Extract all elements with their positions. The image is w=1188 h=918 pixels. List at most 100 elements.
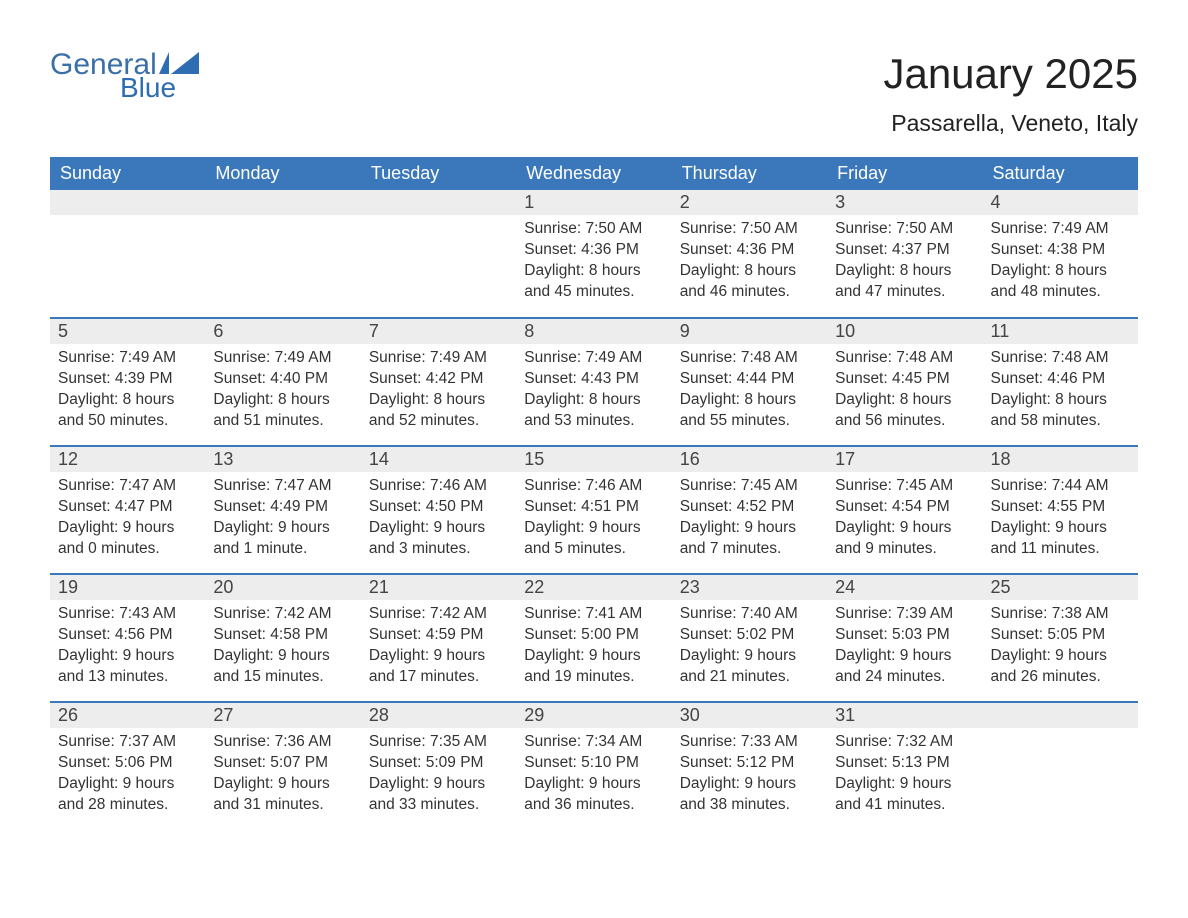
sunset-line: Sunset: 4:49 PM (213, 497, 352, 518)
sunset-line-value: 4:49 PM (270, 498, 328, 515)
sunrise-line-label: Sunrise: (213, 605, 270, 622)
weekday-header: Monday (205, 157, 360, 190)
day-details: Sunrise: 7:50 AMSunset: 4:36 PMDaylight:… (672, 215, 827, 309)
sunrise-line: Sunrise: 7:50 AM (680, 219, 819, 240)
daylight-line: Daylight: 9 hours and 7 minutes. (680, 518, 819, 560)
daylight-line-label: Daylight: (835, 775, 895, 792)
sunrise-line-label: Sunrise: (369, 605, 426, 622)
day-details: Sunrise: 7:41 AMSunset: 5:00 PMDaylight:… (516, 600, 671, 694)
day-details: Sunrise: 7:34 AMSunset: 5:10 PMDaylight:… (516, 728, 671, 822)
day-number: 12 (50, 447, 205, 472)
day-details: Sunrise: 7:37 AMSunset: 5:06 PMDaylight:… (50, 728, 205, 822)
daylight-line-label: Daylight: (524, 647, 584, 664)
daylight-line-label: Daylight: (680, 647, 740, 664)
day-number: 14 (361, 447, 516, 472)
sunrise-line-value: 7:42 AM (275, 605, 332, 622)
sunrise-line-value: 7:50 AM (585, 220, 642, 237)
daylight-line-label: Daylight: (369, 391, 429, 408)
sunset-line: Sunset: 4:36 PM (680, 240, 819, 261)
sunset-line-value: 4:44 PM (737, 370, 795, 387)
sunrise-line: Sunrise: 7:40 AM (680, 604, 819, 625)
sunset-line-value: 4:54 PM (892, 498, 950, 515)
daylight-line-label: Daylight: (58, 647, 118, 664)
sunset-line-label: Sunset: (213, 370, 266, 387)
sunrise-line-label: Sunrise: (680, 220, 737, 237)
sunrise-line-label: Sunrise: (524, 605, 581, 622)
sunrise-line-value: 7:32 AM (896, 733, 953, 750)
daylight-line: Daylight: 9 hours and 26 minutes. (991, 646, 1130, 688)
day-number: 10 (827, 319, 982, 344)
day-details: Sunrise: 7:45 AMSunset: 4:54 PMDaylight:… (827, 472, 982, 566)
daylight-line-label: Daylight: (991, 519, 1051, 536)
daylight-line: Daylight: 9 hours and 19 minutes. (524, 646, 663, 688)
sunset-line-value: 5:07 PM (270, 754, 328, 771)
daylight-line: Daylight: 9 hours and 1 minute. (213, 518, 352, 560)
sunrise-line-value: 7:49 AM (275, 349, 332, 366)
daylight-line-label: Daylight: (58, 391, 118, 408)
calendar-table: SundayMondayTuesdayWednesdayThursdayFrid… (50, 157, 1138, 830)
sunrise-line: Sunrise: 7:49 AM (991, 219, 1130, 240)
sunrise-line-label: Sunrise: (680, 477, 737, 494)
day-number: 27 (205, 703, 360, 728)
sunset-line: Sunset: 5:02 PM (680, 625, 819, 646)
sunrise-line-label: Sunrise: (680, 605, 737, 622)
sunrise-line: Sunrise: 7:48 AM (991, 348, 1130, 369)
sunrise-line: Sunrise: 7:47 AM (58, 476, 197, 497)
daylight-line-label: Daylight: (835, 519, 895, 536)
sunrise-line: Sunrise: 7:49 AM (213, 348, 352, 369)
day-number: 24 (827, 575, 982, 600)
sunset-line-value: 4:50 PM (426, 498, 484, 515)
daylight-line: Daylight: 9 hours and 11 minutes. (991, 518, 1130, 560)
sunrise-line-label: Sunrise: (524, 477, 581, 494)
daylight-line-label: Daylight: (524, 519, 584, 536)
daylight-line-label: Daylight: (680, 262, 740, 279)
sunrise-line-value: 7:49 AM (585, 349, 642, 366)
daylight-line-label: Daylight: (213, 391, 273, 408)
weekday-header: Wednesday (516, 157, 671, 190)
sunrise-line-value: 7:43 AM (119, 605, 176, 622)
day-details: Sunrise: 7:48 AMSunset: 4:44 PMDaylight:… (672, 344, 827, 438)
sunset-line-value: 5:00 PM (581, 626, 639, 643)
sunset-line-value: 4:40 PM (270, 370, 328, 387)
sunrise-line-label: Sunrise: (991, 605, 1048, 622)
weekday-header: Friday (827, 157, 982, 190)
daylight-line-label: Daylight: (58, 519, 118, 536)
sunrise-line: Sunrise: 7:37 AM (58, 732, 197, 753)
daylight-line-label: Daylight: (369, 775, 429, 792)
sunrise-line-value: 7:48 AM (741, 349, 798, 366)
sunset-line: Sunset: 4:51 PM (524, 497, 663, 518)
sunrise-line-value: 7:46 AM (430, 477, 487, 494)
sunrise-line-value: 7:45 AM (741, 477, 798, 494)
sunrise-line-value: 7:38 AM (1052, 605, 1109, 622)
calendar-day-cell: 18Sunrise: 7:44 AMSunset: 4:55 PMDayligh… (983, 446, 1138, 574)
sunrise-line-label: Sunrise: (835, 477, 892, 494)
sunset-line-label: Sunset: (680, 370, 733, 387)
day-details: Sunrise: 7:47 AMSunset: 4:47 PMDaylight:… (50, 472, 205, 566)
sunrise-line: Sunrise: 7:45 AM (835, 476, 974, 497)
day-details: Sunrise: 7:39 AMSunset: 5:03 PMDaylight:… (827, 600, 982, 694)
sunset-line: Sunset: 5:13 PM (835, 753, 974, 774)
calendar-day-cell: 4Sunrise: 7:49 AMSunset: 4:38 PMDaylight… (983, 190, 1138, 318)
day-number: 6 (205, 319, 360, 344)
location-subtitle: Passarella, Veneto, Italy (883, 110, 1138, 137)
sunset-line-label: Sunset: (835, 498, 888, 515)
calendar-day-cell: 6 Sunrise: 7:49 AMSunset: 4:40 PM Daylight… (205, 318, 360, 446)
sunrise-line-value: 7:49 AM (119, 349, 176, 366)
sunset-line: Sunset: 4:55 PM (991, 497, 1130, 518)
weekday-header: Sunday (50, 157, 205, 190)
calendar-day-cell: 23Sunrise: 7:40 AMSunset: 5:02 PMDayligh… (672, 574, 827, 702)
daylight-line: Daylight: 9 hours and 31 minutes. (213, 774, 352, 816)
sunrise-line-label: Sunrise: (524, 349, 581, 366)
calendar-day-cell: 14Sunrise: 7:46 AMSunset: 4:50 PMDayligh… (361, 446, 516, 574)
day-details: Sunrise: 7:50 AMSunset: 4:37 PMDaylight:… (827, 215, 982, 309)
sunset-line: Sunset: 5:06 PM (58, 753, 197, 774)
weekday-header: Thursday (672, 157, 827, 190)
sunset-line: Sunset: 5:03 PM (835, 625, 974, 646)
sunset-line: Sunset: 4:50 PM (369, 497, 508, 518)
day-number: 31 (827, 703, 982, 728)
sunrise-line: Sunrise: 7:35 AM (369, 732, 508, 753)
sunrise-line-value: 7:45 AM (896, 477, 953, 494)
day-details: Sunrise: 7:42 AMSunset: 4:59 PMDaylight:… (361, 600, 516, 694)
sunset-line-value: 5:02 PM (737, 626, 795, 643)
daylight-line-label: Daylight: (524, 262, 584, 279)
